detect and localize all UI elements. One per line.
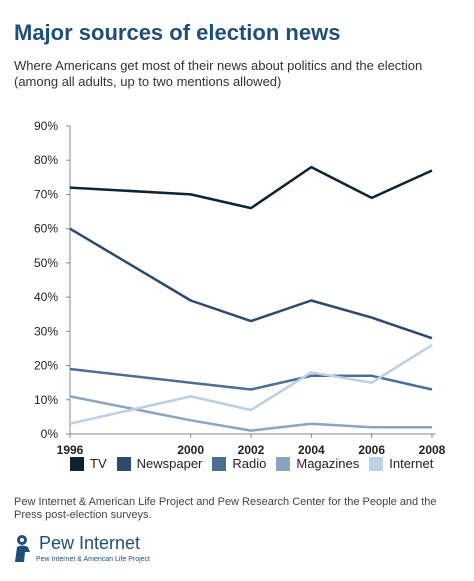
legend-label-magazines: Magazines	[296, 456, 360, 471]
legend-label-newspaper: Newspaper	[136, 456, 203, 471]
chart-title: Major sources of election news	[14, 20, 341, 45]
person-icon	[12, 533, 36, 563]
x-tick-label: 2004	[298, 443, 325, 455]
y-tick-label: 30%	[34, 324, 58, 338]
legend-item-radio: Radio	[212, 456, 266, 471]
y-tick-label: 20%	[34, 359, 58, 373]
series-line-magazines	[69, 395, 432, 432]
x-tick-label: 2002	[238, 443, 265, 455]
chart-subtitle: Where Americans get most of their news a…	[14, 58, 423, 89]
y-tick-label: 40%	[34, 290, 58, 304]
legend-swatch-radio	[212, 456, 227, 471]
x-tick-label: 2008	[419, 443, 446, 455]
legend-swatch-internet	[369, 456, 384, 471]
x-tick-label: 1996	[57, 443, 84, 455]
y-tick-label: 50%	[34, 256, 58, 270]
line-chart: 0% 10% 20% 30% 40% 50% 60% 70% 80% 90% 1996 2000 200…	[34, 119, 446, 455]
legend-swatch-magazines	[276, 456, 291, 471]
y-tick-label: 10%	[34, 393, 58, 407]
legend-item-magazines: Magazines	[276, 456, 359, 471]
legend-item-newspaper: Newspaper	[116, 456, 203, 471]
legend-label-internet: Internet	[389, 456, 434, 471]
y-tick-label: 70%	[34, 187, 58, 201]
legend-item-internet: Internet	[369, 456, 433, 471]
y-tick-label: 60%	[34, 222, 58, 236]
legend-label-tv: TV	[90, 456, 107, 471]
series-line-newspaper	[69, 227, 433, 340]
logo-text: Pew Internet	[39, 532, 141, 553]
legend-label-radio: Radio	[232, 456, 267, 471]
pew-internet-logo: Pew Internet Pew Internet & American Lif…	[12, 533, 150, 563]
legend-swatch-newspaper	[116, 456, 131, 471]
series-line-tv	[69, 165, 433, 210]
x-tick-label: 2006	[358, 443, 385, 455]
legend-item-tv: TV	[70, 456, 107, 471]
legend-swatch-tv	[70, 456, 84, 471]
source-note: Pew Internet & American Life Project and…	[14, 496, 437, 521]
chart-legend: TV Newspaper Radio Magazines Internet	[70, 456, 443, 471]
x-tick-label: 2000	[177, 443, 204, 455]
y-tick-label: 90%	[34, 119, 58, 133]
logo-subtext: Pew Internet & American Life Project	[36, 555, 150, 563]
series-line-internet	[69, 343, 433, 425]
y-tick-label: 80%	[34, 153, 58, 167]
y-tick-label: 0%	[41, 427, 59, 441]
series-line-radio	[69, 367, 433, 391]
